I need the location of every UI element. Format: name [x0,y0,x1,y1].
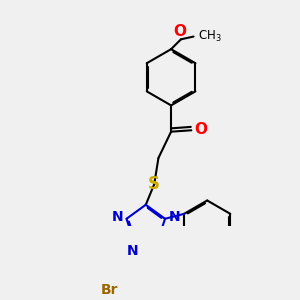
Text: O: O [195,122,208,137]
Text: N: N [168,210,180,224]
Text: CH$_3$: CH$_3$ [198,28,221,44]
Text: N: N [127,244,138,258]
Text: O: O [173,24,186,39]
Text: N: N [112,210,123,224]
Text: S: S [148,175,160,193]
Text: Br: Br [100,283,118,297]
